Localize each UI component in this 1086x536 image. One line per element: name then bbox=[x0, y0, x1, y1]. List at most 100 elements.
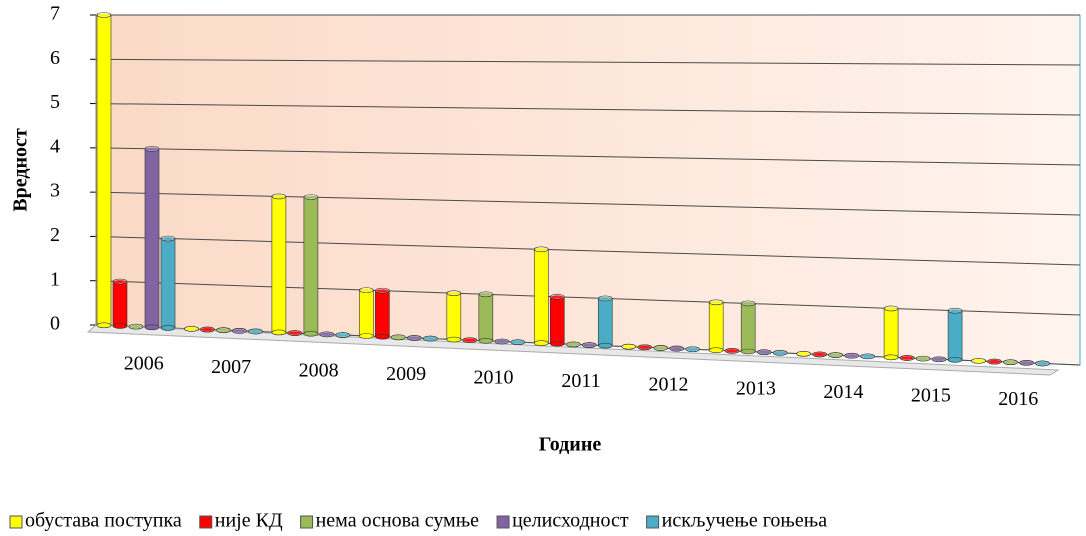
legend-label: није КД bbox=[215, 510, 283, 532]
y-tick-label: 0 bbox=[50, 313, 60, 335]
x-tick-label: 2009 bbox=[386, 363, 426, 385]
bar-base bbox=[597, 342, 613, 349]
x-tick-label: 2011 bbox=[561, 370, 600, 392]
bar-top-fill bbox=[933, 357, 946, 361]
grid-line bbox=[95, 58, 1081, 66]
bar-top-fill bbox=[288, 331, 301, 335]
x-tick-label: 2007 bbox=[211, 356, 251, 378]
bar-top-fill bbox=[686, 347, 699, 351]
bar bbox=[303, 196, 319, 335]
bar-base bbox=[112, 323, 128, 329]
bar-top-fill bbox=[583, 343, 596, 347]
bar-top-fill bbox=[162, 237, 174, 241]
bar bbox=[446, 292, 462, 340]
bar-top-fill bbox=[1036, 361, 1049, 365]
legend-swatch bbox=[199, 515, 213, 529]
grid-line bbox=[95, 280, 1081, 316]
bar-top-fill bbox=[726, 349, 739, 353]
bar bbox=[708, 302, 724, 351]
x-tick-label: 2016 bbox=[998, 388, 1038, 410]
bar-top-fill bbox=[447, 291, 460, 295]
bar-top-fill bbox=[1004, 360, 1017, 364]
bar-top-fill bbox=[217, 328, 230, 332]
bar bbox=[271, 196, 287, 333]
bar-base bbox=[160, 325, 176, 331]
y-tick-label: 7 bbox=[50, 3, 60, 25]
bar bbox=[359, 289, 374, 337]
bar-base bbox=[549, 340, 565, 347]
x-tick-label: 2015 bbox=[911, 384, 951, 406]
bar-base bbox=[359, 333, 374, 339]
bar-top-fill bbox=[813, 352, 826, 356]
bar-top-fill bbox=[495, 339, 508, 343]
legend-label: искључење гоњења bbox=[662, 510, 828, 532]
bar bbox=[947, 310, 963, 361]
x-tick-label: 2013 bbox=[736, 377, 776, 399]
bar-top-fill bbox=[479, 292, 492, 296]
bar-top-fill bbox=[742, 301, 755, 305]
bar bbox=[478, 293, 494, 342]
bar bbox=[144, 148, 160, 328]
bar bbox=[740, 303, 756, 352]
bar-top-fill bbox=[511, 340, 524, 344]
bar bbox=[533, 249, 549, 344]
legend-swatch bbox=[300, 515, 314, 529]
y-tick-label: 4 bbox=[50, 135, 60, 157]
x-tick-label: 2010 bbox=[474, 367, 514, 389]
bar bbox=[160, 238, 176, 329]
bar-base bbox=[271, 329, 287, 336]
bar-top-fill bbox=[567, 342, 580, 346]
bar-top-fill bbox=[917, 357, 930, 361]
x-tick-label: 2014 bbox=[823, 381, 863, 403]
bar-top-fill bbox=[376, 289, 389, 293]
bar-top-fill bbox=[670, 347, 683, 351]
bar-top-fill bbox=[599, 296, 612, 300]
grid-line bbox=[95, 103, 1081, 116]
bar-base bbox=[533, 340, 549, 346]
x-tick-label: 2012 bbox=[648, 374, 688, 396]
y-axis-title: Вредност bbox=[10, 128, 32, 212]
bar-top-fill bbox=[424, 337, 437, 341]
x-tick-label: 2006 bbox=[124, 352, 164, 374]
bar-base bbox=[708, 347, 724, 354]
x-tick-label: 2008 bbox=[299, 359, 339, 381]
grid-line bbox=[95, 147, 1081, 166]
bar-base bbox=[947, 357, 963, 363]
bar-top-fill bbox=[320, 332, 333, 336]
legend-swatch bbox=[646, 515, 660, 529]
bar-top-fill bbox=[774, 351, 787, 355]
bar-top-fill bbox=[304, 195, 317, 199]
bar bbox=[112, 281, 128, 327]
plot-wall bbox=[95, 14, 1081, 366]
bar-top-fill bbox=[233, 329, 246, 333]
bar-base bbox=[883, 354, 899, 361]
legend-label: целисходност bbox=[512, 510, 629, 532]
bar-top-fill bbox=[901, 356, 914, 360]
bar bbox=[883, 308, 899, 358]
legend-swatch bbox=[496, 515, 510, 529]
bar bbox=[597, 298, 613, 347]
bar-top-fill bbox=[249, 329, 262, 333]
bar-top-fill bbox=[797, 352, 810, 356]
y-tick-label: 6 bbox=[50, 47, 60, 69]
bar-base bbox=[303, 330, 319, 337]
bar-base bbox=[144, 324, 160, 331]
bar-base bbox=[446, 336, 462, 343]
bar-top-fill bbox=[758, 350, 771, 354]
bar-base bbox=[740, 348, 756, 355]
y-tick-label: 5 bbox=[50, 91, 60, 113]
bar-top-fill bbox=[988, 360, 1001, 364]
y-tick-label: 2 bbox=[50, 224, 60, 246]
bar-top-fill bbox=[535, 247, 548, 251]
legend-label: нема основа сумње bbox=[316, 510, 480, 532]
grid-line bbox=[95, 235, 1081, 266]
legend-label: обустава поступка bbox=[25, 510, 182, 532]
bar-top-fill bbox=[654, 346, 667, 350]
bar-top-fill bbox=[638, 345, 651, 349]
bar-top-fill bbox=[114, 280, 126, 284]
bar-top-fill bbox=[130, 325, 142, 329]
bar-top-fill bbox=[360, 288, 373, 292]
bar-top-fill bbox=[829, 353, 842, 357]
grid-line bbox=[95, 191, 1081, 216]
bar-top-fill bbox=[185, 327, 198, 331]
